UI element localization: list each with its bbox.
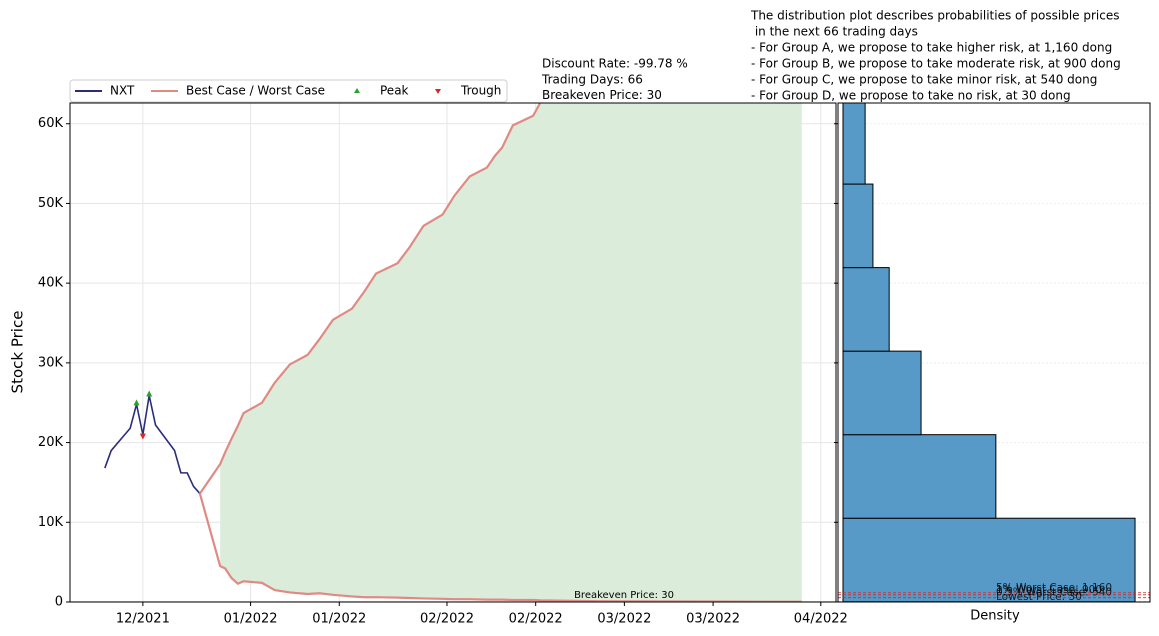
info-text: Breakeven Price: 30 [542,88,662,102]
y-tick-label: 0 [55,595,63,610]
plot-frame [69,102,837,603]
marker [139,433,146,440]
line [198,493,802,602]
x-tick-label: 02/2022 [509,612,563,627]
legend-label: Best Case / Worst Case [186,84,325,98]
x-tick-label: 12/2021 [116,612,170,627]
y-tick-label: 30K [38,355,64,370]
info-text: Discount Rate: -99.78 % [542,57,688,71]
marker [133,399,140,406]
hist-bar [842,267,890,352]
hist-frame [837,102,1151,603]
legend-label: Peak [380,84,409,98]
y-tick-label: 60K [38,116,64,131]
legend-label: Trough [460,84,501,98]
hist-bar [842,434,997,519]
breakeven-label: Breakeven Price: 30 [574,590,674,601]
hist-bar [842,517,1136,602]
x-tick-label: 01/2022 [224,612,278,627]
hist-bar [842,183,874,269]
range-fill [220,103,802,602]
x-tick-label: 03/2022 [686,612,740,627]
note-text: - For Group C, we propose to take minor … [751,73,1097,87]
x-axis-label: Density [970,609,1020,624]
legend-marker [354,88,360,93]
legend-label: NXT [110,84,135,98]
note-text: The distribution plot describes probabil… [750,9,1119,23]
marker [146,390,153,397]
info-text: Trading Days: 66 [541,72,643,86]
threshold-label: 5% Worst Case: 1,160 [996,582,1112,594]
line [104,395,201,495]
legend-box [69,79,508,103]
y-tick-label: 10K [38,515,64,530]
note-text: - For Group A, we propose to take higher… [751,41,1112,55]
y-tick-label: 40K [38,276,64,291]
threshold-label: 1% Worst Case: 900 [996,584,1102,596]
x-tick-label: 02/2022 [420,612,474,627]
x-tick-label: 03/2022 [597,612,651,627]
x-tick-label: 04/2022 [794,612,848,627]
line [198,103,542,495]
note-text: - For Group B, we propose to take modera… [751,57,1121,71]
y-tick-label: 50K [38,196,64,211]
hist-bar [842,350,922,436]
threshold-label: Lowest Price: 30 [996,591,1082,603]
y-axis-label: Stock Price [9,311,27,394]
threshold-label: 0.5% Worst Case: 540 [996,587,1112,599]
hist-bar [842,103,866,185]
note-text: in the next 66 trading days [751,25,918,39]
y-tick-label: 20K [38,435,64,450]
note-text: - For Group D, we propose to take no ris… [751,89,1071,103]
legend-marker [435,89,441,94]
x-tick-label: 01/2022 [312,612,366,627]
